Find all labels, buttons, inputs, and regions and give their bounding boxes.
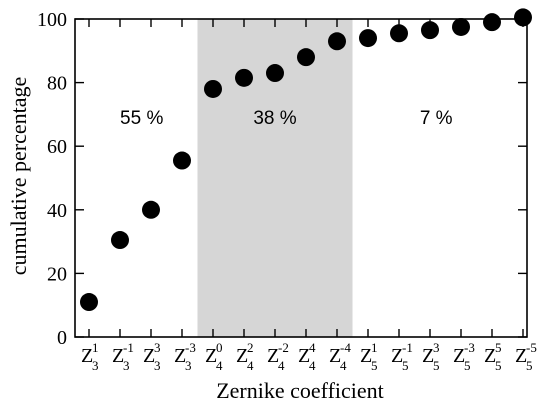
- x-tick-label-base: Z: [360, 345, 372, 367]
- x-tick-label-base: Z: [515, 345, 527, 367]
- x-tick-label-subscript: 3: [92, 358, 99, 373]
- y-tick-label: 60: [47, 136, 67, 158]
- x-tick-label-superscript: 0: [216, 340, 223, 355]
- x-tick-label-base: Z: [484, 345, 496, 367]
- x-tick-label-superscript: 3: [154, 340, 161, 355]
- x-tick-label-base: Z: [267, 345, 279, 367]
- y-tick-label: 0: [57, 327, 67, 349]
- data-point: [204, 79, 222, 98]
- x-axis-title: Zernike coefficient: [216, 378, 384, 403]
- x-tick-label-superscript: -2: [278, 340, 289, 355]
- x-tick-label: Z2 4: [236, 340, 254, 373]
- data-point: [173, 151, 191, 170]
- data-point: [359, 29, 377, 48]
- x-tick-label-superscript: -1: [123, 340, 134, 355]
- plot-frame: [74, 18, 528, 338]
- x-tick-label: Z-2 4: [267, 340, 289, 373]
- x-tick-label: Z-5 5: [515, 340, 537, 373]
- x-tick-label-base: Z: [112, 345, 124, 367]
- data-points: [80, 8, 532, 312]
- y-tick-label: 20: [47, 263, 67, 285]
- x-tick-label-subscript: 5: [526, 358, 533, 373]
- x-tick-label-subscript: 5: [371, 358, 378, 373]
- x-tick-label: Z4 4: [298, 340, 316, 373]
- x-tick-label-subscript: 3: [154, 358, 161, 373]
- x-tick-label: Z3 5: [422, 340, 440, 373]
- data-point: [235, 68, 253, 87]
- x-tick-label: Z-3 5: [453, 340, 475, 373]
- x-tick-label: Z3 3: [143, 340, 161, 373]
- y-tick-label: 80: [47, 73, 67, 95]
- x-tick-label-base: Z: [81, 345, 93, 367]
- data-point: [390, 24, 408, 43]
- region-labels: 55 % 38 % 7 %: [120, 108, 453, 129]
- x-tick-label: Z-1 3: [112, 340, 134, 373]
- x-tick-label: Z-1 5: [391, 340, 413, 373]
- x-tick-label-base: Z: [205, 345, 217, 367]
- x-tick-label-superscript: 1: [371, 340, 378, 355]
- data-point: [142, 200, 160, 219]
- x-tick-label-subscript: 4: [278, 358, 285, 373]
- x-tick-label-base: Z: [391, 345, 403, 367]
- x-tick-label-subscript: 3: [123, 358, 130, 373]
- x-tick-label-subscript: 5: [464, 358, 471, 373]
- x-tick-label-subscript: 4: [309, 358, 316, 373]
- data-point: [514, 8, 532, 27]
- x-tick-label-base: Z: [422, 345, 434, 367]
- data-point: [266, 64, 284, 83]
- x-tick-label-subscript: 4: [247, 358, 254, 373]
- x-tick-label-subscript: 4: [340, 358, 347, 373]
- x-tick-label: Z0 4: [205, 340, 223, 373]
- region-percentage-label: 55 %: [120, 108, 163, 129]
- x-tick-label-base: Z: [453, 345, 465, 367]
- x-tick-label-superscript: 3: [433, 340, 440, 355]
- x-tick-label: Z1 3: [81, 340, 99, 373]
- x-tick-label-superscript: -5: [526, 340, 537, 355]
- x-tick-label-superscript: -1: [402, 340, 413, 355]
- data-point: [111, 231, 129, 250]
- x-tick-label-superscript: -3: [185, 340, 196, 355]
- x-tick-label-subscript: 5: [433, 358, 440, 373]
- data-point: [452, 17, 470, 36]
- x-tick-label-base: Z: [236, 345, 248, 367]
- x-tick-label-base: Z: [143, 345, 155, 367]
- region-percentage-label: 38 %: [253, 108, 296, 129]
- x-tick-label: Z5 5: [484, 340, 502, 373]
- x-tick-label-superscript: 5: [495, 340, 502, 355]
- y-tick-label: 100: [37, 9, 67, 31]
- x-tick-label-subscript: 5: [402, 358, 409, 373]
- x-tick-label-superscript: -3: [464, 340, 475, 355]
- x-tick-label-superscript: 2: [247, 340, 254, 355]
- data-point: [421, 21, 439, 40]
- x-tick-label-superscript: 4: [309, 340, 316, 355]
- x-tick-label-base: Z: [174, 345, 186, 367]
- region-percentage-label: 7 %: [420, 108, 453, 129]
- x-tick-label: Z-3 3: [174, 340, 196, 373]
- x-tick-label-base: Z: [329, 345, 341, 367]
- x-tick-label-superscript: -4: [340, 340, 351, 355]
- x-tick-label: Z1 5: [360, 340, 378, 373]
- x-tick-label-superscript: 1: [92, 340, 99, 355]
- x-tick-label: Z-4 4: [329, 340, 351, 373]
- y-tick-label: 40: [47, 200, 67, 222]
- data-point: [483, 13, 501, 32]
- x-tick-label-subscript: 4: [216, 358, 223, 373]
- y-axis-title: cumulative percentage: [6, 77, 31, 276]
- data-point: [328, 32, 346, 51]
- x-tick-label-subscript: 3: [185, 358, 192, 373]
- x-tick-label-base: Z: [298, 345, 310, 367]
- data-point: [80, 293, 98, 312]
- data-point: [297, 48, 315, 67]
- x-tick-label-subscript: 5: [495, 358, 502, 373]
